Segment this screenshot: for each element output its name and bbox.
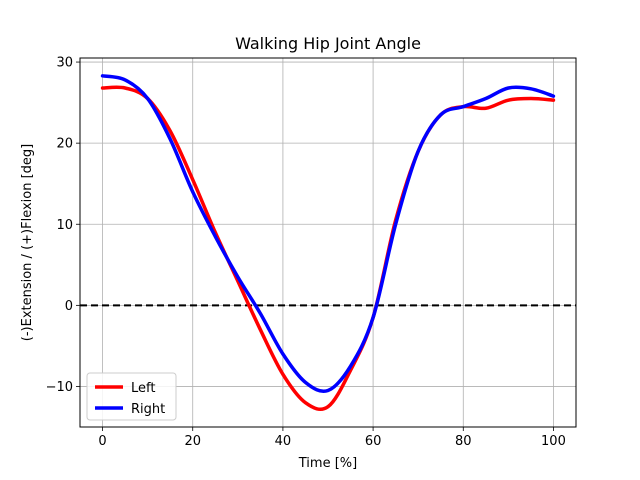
legend: Left Right <box>86 372 177 421</box>
legend-label-right: Right <box>131 402 165 417</box>
legend-label-left: Left <box>131 381 155 396</box>
series-lines <box>100 74 556 411</box>
x-axis-label: Time [%] <box>298 456 357 471</box>
y-tick-label: 0 <box>65 299 73 314</box>
y-tick-label: 30 <box>56 56 73 71</box>
series-line-right <box>100 74 556 393</box>
x-tick-label: 40 <box>275 434 292 449</box>
x-tick-label: 20 <box>184 434 201 449</box>
y-tick-label: 10 <box>56 218 73 233</box>
x-tick-label: 100 <box>541 434 566 449</box>
x-tick-label: 60 <box>365 434 382 449</box>
chart-title: Walking Hip Joint Angle <box>235 34 421 53</box>
y-tick-label: 20 <box>56 137 73 152</box>
y-axis-label: (-)Extension / (+)Flexion [deg] <box>20 144 35 341</box>
axes-frame <box>79 57 577 428</box>
y-tick-label: −10 <box>46 380 73 395</box>
x-tick-label: 0 <box>98 434 106 449</box>
x-tick-label: 80 <box>455 434 472 449</box>
axis-ticks: 0 20 40 60 80 100 −10 0 10 20 30 <box>46 56 566 449</box>
series-line-left <box>100 85 556 411</box>
